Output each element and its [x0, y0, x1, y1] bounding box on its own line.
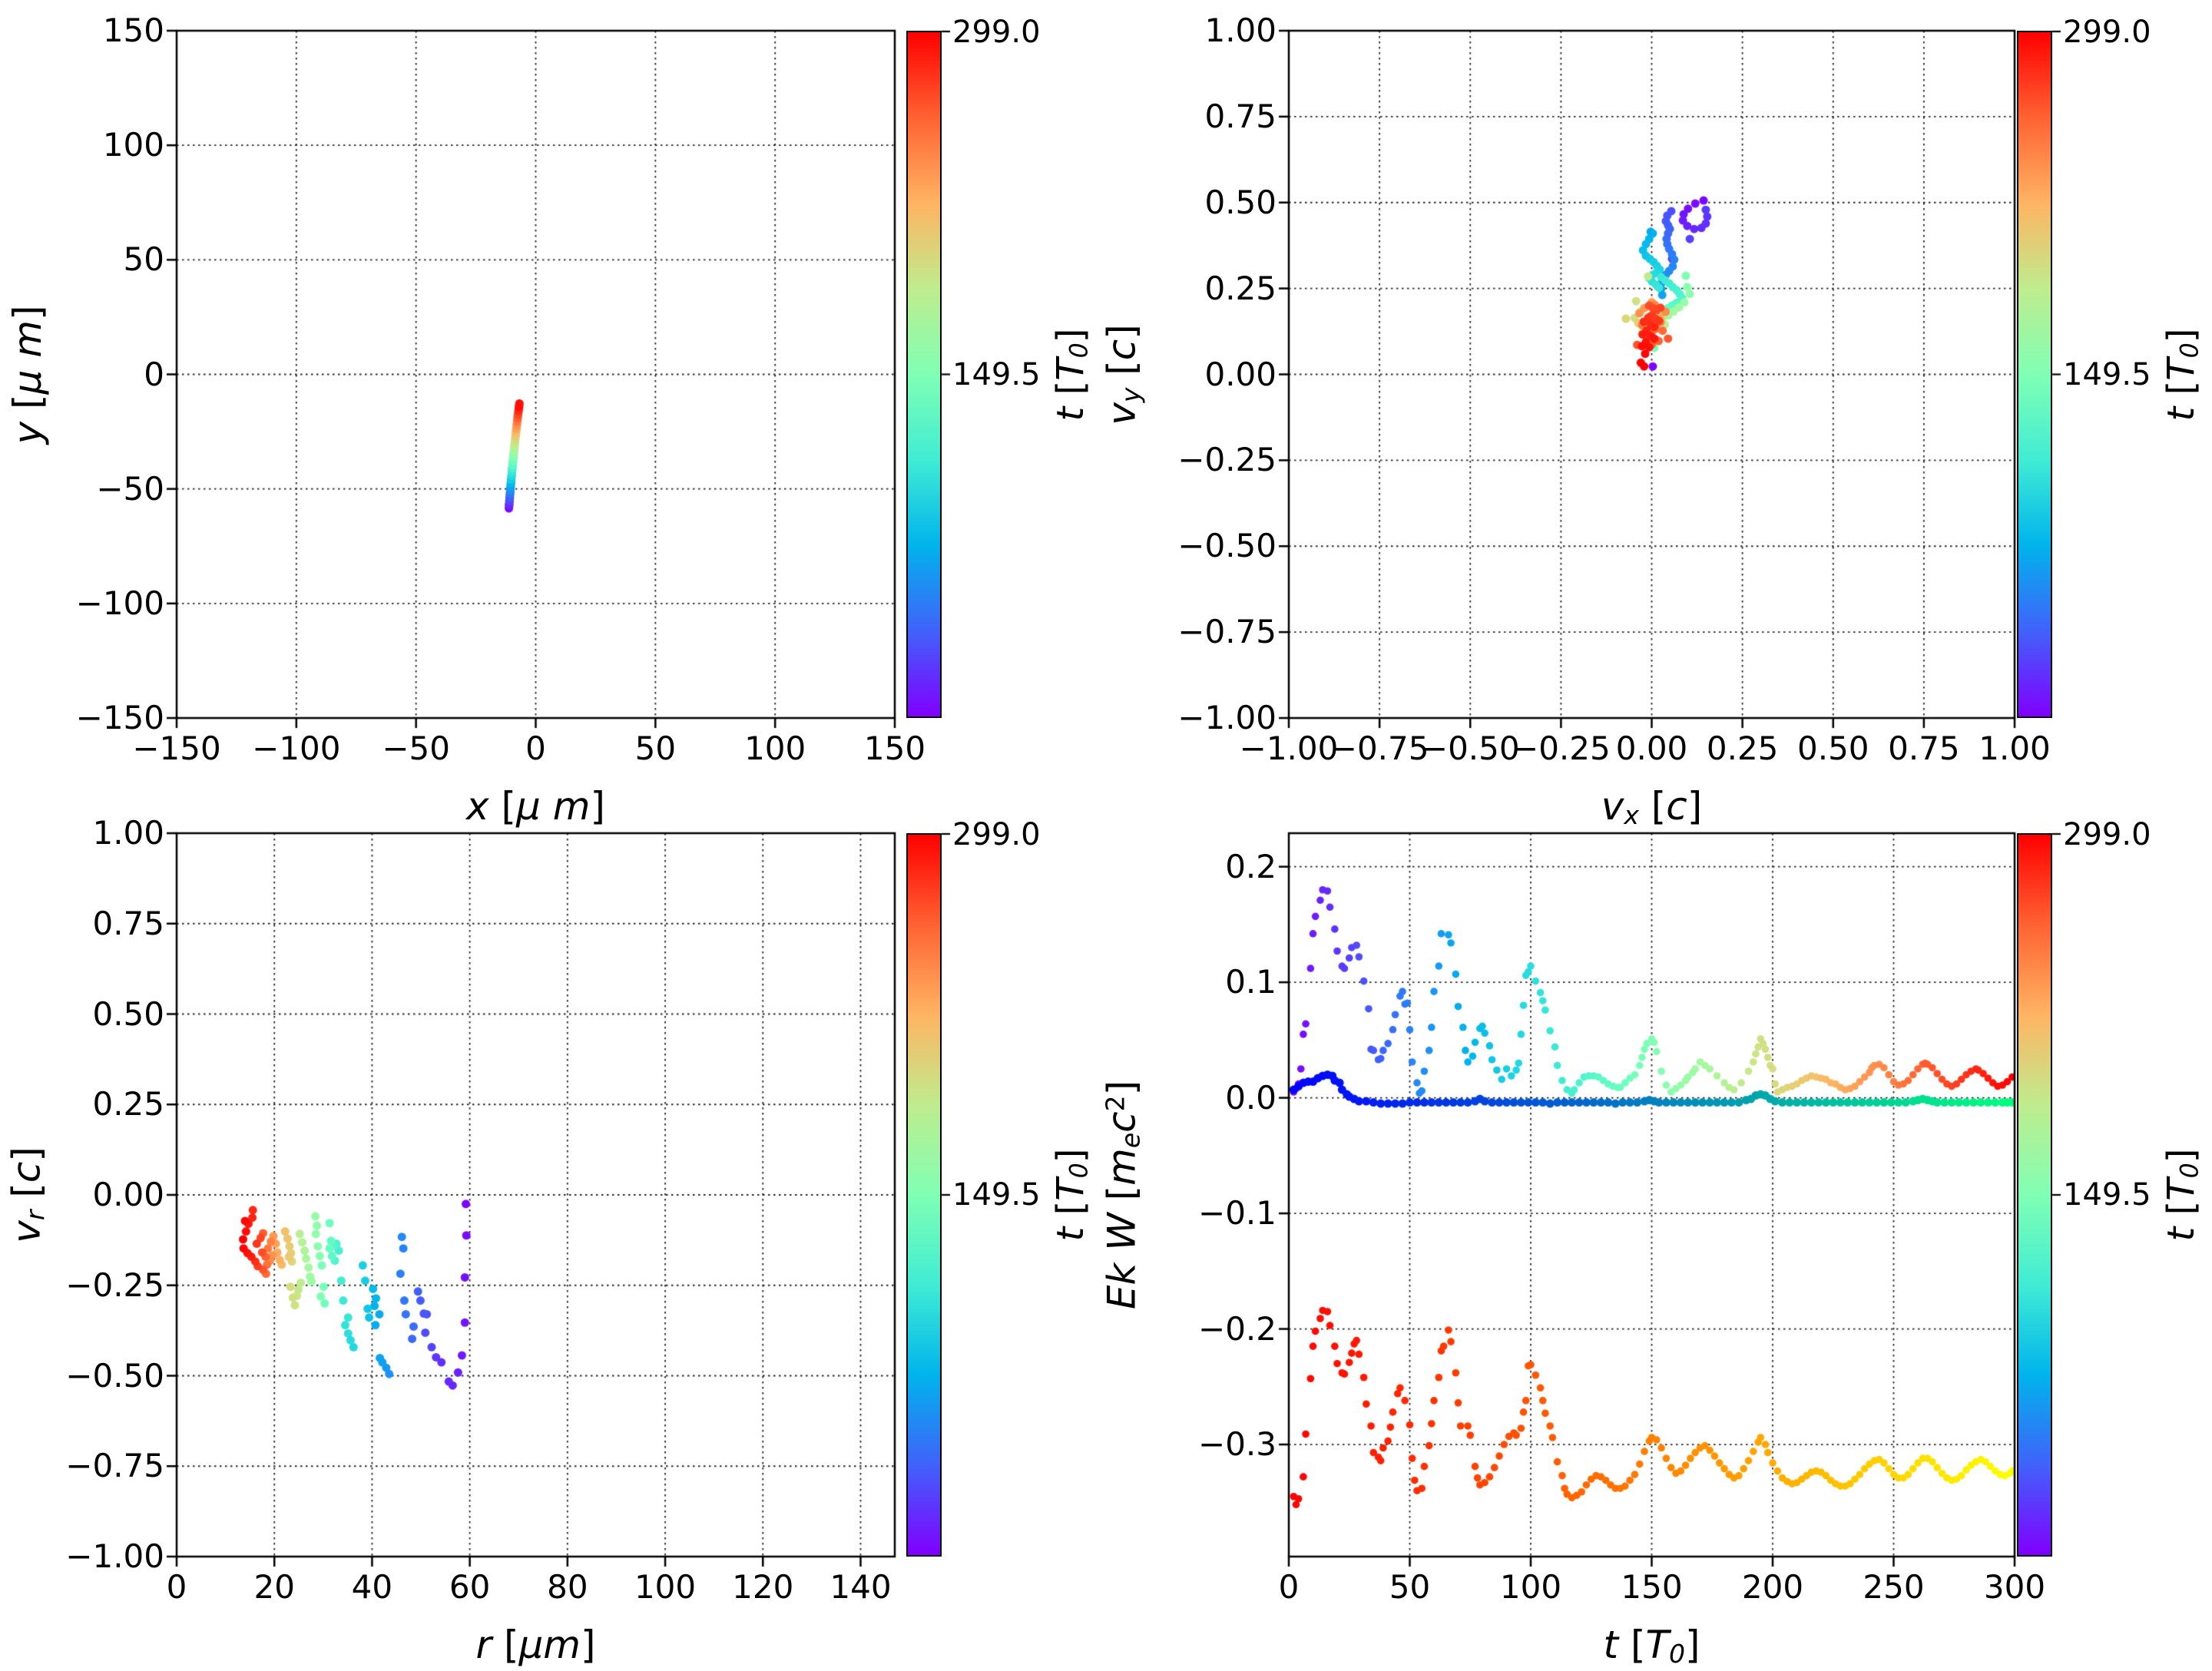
vxvy-y-tick-label: 1.00 — [1204, 12, 1277, 49]
rvr-x-tick-label: 80 — [547, 1568, 588, 1606]
vxvy-y-tick-label: 0.25 — [1204, 269, 1277, 307]
rvr-y-tick-label: −0.50 — [65, 1356, 164, 1395]
vxvy-xlabel: vx [c] — [1601, 784, 1703, 830]
ekw-y-tick-label: 0.2 — [1225, 847, 1277, 885]
xy-xlabel: x [μ m] — [466, 784, 605, 829]
vxvy-colorbar-label: t [T0] — [2159, 327, 2204, 422]
vxvy-colorbar-max-label: 299.0 — [2063, 15, 2151, 50]
ekw-colorbar-mid-label: 149.5 — [2063, 1177, 2151, 1213]
rvr-x-tick-label: 100 — [634, 1568, 697, 1606]
xy-x-tick-label: −100 — [252, 730, 341, 767]
ekw-y-tick-label: 0.0 — [1225, 1078, 1277, 1117]
xy-ylabel: y [μ m] — [5, 305, 50, 444]
ekw-colorbar-label: t [T0] — [2159, 1148, 2204, 1242]
xy-x-tick-label: 0 — [525, 730, 546, 767]
xy-colorbar — [906, 31, 942, 718]
rvr-y-tick-label: 0.50 — [92, 994, 164, 1033]
rvr-x-tick-label: 120 — [732, 1568, 794, 1606]
xy-colorbar-mid-label: 149.5 — [952, 356, 1041, 392]
vxvy-x-tick-label: 0.75 — [1888, 730, 1960, 767]
rvr-y-tick-label: −1.00 — [65, 1537, 164, 1575]
xy-y-tick-label: −100 — [75, 584, 164, 622]
rvr-colorbar-max-label: 299.0 — [952, 817, 1041, 852]
vxvy-y-tick-label: −0.50 — [1177, 527, 1277, 565]
ekw-x-tick-label: 100 — [1499, 1568, 1562, 1606]
ekw-xlabel: t [T0] — [1603, 1623, 1700, 1669]
rvr-y-tick-label: 0.00 — [92, 1176, 164, 1213]
rvr-colorbar-mid-label: 149.5 — [952, 1177, 1041, 1213]
xy-y-tick-label: 0 — [144, 355, 164, 393]
xy-x-tick-label: −50 — [382, 730, 450, 767]
vxvy-y-tick-label: 0.75 — [1204, 97, 1277, 135]
vxvy-colorbar-mid-label: 149.5 — [2063, 356, 2151, 392]
rvr-x-tick-label: 60 — [449, 1568, 491, 1606]
vxvy-ylabel: vy [c] — [1099, 323, 1146, 425]
ekw-y-tick-label: −0.2 — [1198, 1309, 1277, 1348]
rvr-ylabel: vr [c] — [4, 1147, 51, 1243]
vxvy-x-tick-label: −0.50 — [1420, 730, 1520, 767]
ekw-y-tick-label: −0.1 — [1198, 1194, 1277, 1233]
vxvy-y-tick-label: −0.25 — [1177, 441, 1277, 479]
vxvy-y-tick-label: −0.75 — [1177, 613, 1277, 651]
vxvy-x-tick-label: 0.50 — [1796, 730, 1869, 767]
ekw-x-tick-label: 150 — [1621, 1568, 1683, 1606]
xy-y-tick-label: 100 — [102, 126, 164, 164]
rvr-colorbar-label: t [T0] — [1048, 1148, 1094, 1242]
ekw-ylabel: Ek W [mec2] — [1099, 1080, 1146, 1310]
rvr-x-tick-label: 20 — [253, 1568, 295, 1606]
xy-y-tick-label: 50 — [123, 240, 164, 279]
ekw-colorbar-max-label: 299.0 — [2063, 817, 2151, 852]
rvr-x-tick-label: 0 — [166, 1568, 187, 1606]
ekw-y-tick-label: −0.3 — [1198, 1425, 1277, 1464]
xy-x-tick-label: 100 — [744, 730, 806, 767]
rvr-y-tick-label: −0.25 — [65, 1266, 164, 1304]
ekw-x-tick-label: 200 — [1741, 1568, 1804, 1606]
ekw-x-tick-label: 50 — [1389, 1568, 1431, 1606]
rvr-xlabel: r [μm] — [475, 1623, 596, 1667]
ekw-x-tick-label: 300 — [1983, 1568, 2046, 1606]
xy-colorbar-label: t [T0] — [1048, 327, 1094, 422]
xy-colorbar-max-label: 299.0 — [952, 15, 1041, 50]
vxvy-colorbar — [2017, 31, 2052, 718]
rvr-y-tick-label: 1.00 — [92, 814, 164, 852]
rvr-y-tick-label: −0.75 — [65, 1447, 164, 1485]
rvr-x-tick-label: 140 — [830, 1568, 892, 1606]
rvr-x-tick-label: 40 — [351, 1568, 393, 1606]
xy-y-tick-label: 150 — [102, 12, 164, 49]
vxvy-x-tick-label: 0.00 — [1615, 730, 1688, 767]
ekw-x-tick-label: 0 — [1278, 1568, 1300, 1606]
xy-x-tick-label: −150 — [132, 730, 221, 767]
ekw-y-tick-label: 0.1 — [1225, 963, 1277, 1001]
ekw-x-tick-label: 250 — [1863, 1568, 1925, 1606]
vxvy-x-tick-label: 1.00 — [1979, 730, 2051, 767]
vxvy-x-tick-label: −1.00 — [1239, 730, 1339, 767]
rvr-colorbar — [906, 833, 942, 1557]
xy-x-tick-label: 150 — [863, 730, 926, 767]
xy-y-tick-label: −50 — [96, 469, 164, 508]
vxvy-x-tick-label: −0.25 — [1512, 730, 1611, 767]
xy-y-tick-label: −150 — [75, 699, 164, 736]
rvr-y-tick-label: 0.25 — [92, 1085, 164, 1123]
vxvy-y-tick-label: 0.00 — [1204, 355, 1277, 393]
ekw-colorbar — [2017, 833, 2052, 1557]
vxvy-y-tick-label: −1.00 — [1177, 699, 1277, 736]
vxvy-x-tick-label: 0.25 — [1706, 730, 1779, 767]
vxvy-x-tick-label: −0.75 — [1330, 730, 1429, 767]
rvr-y-tick-label: 0.75 — [92, 904, 164, 942]
xy-x-tick-label: 50 — [634, 730, 677, 767]
vxvy-y-tick-label: 0.50 — [1204, 183, 1277, 221]
